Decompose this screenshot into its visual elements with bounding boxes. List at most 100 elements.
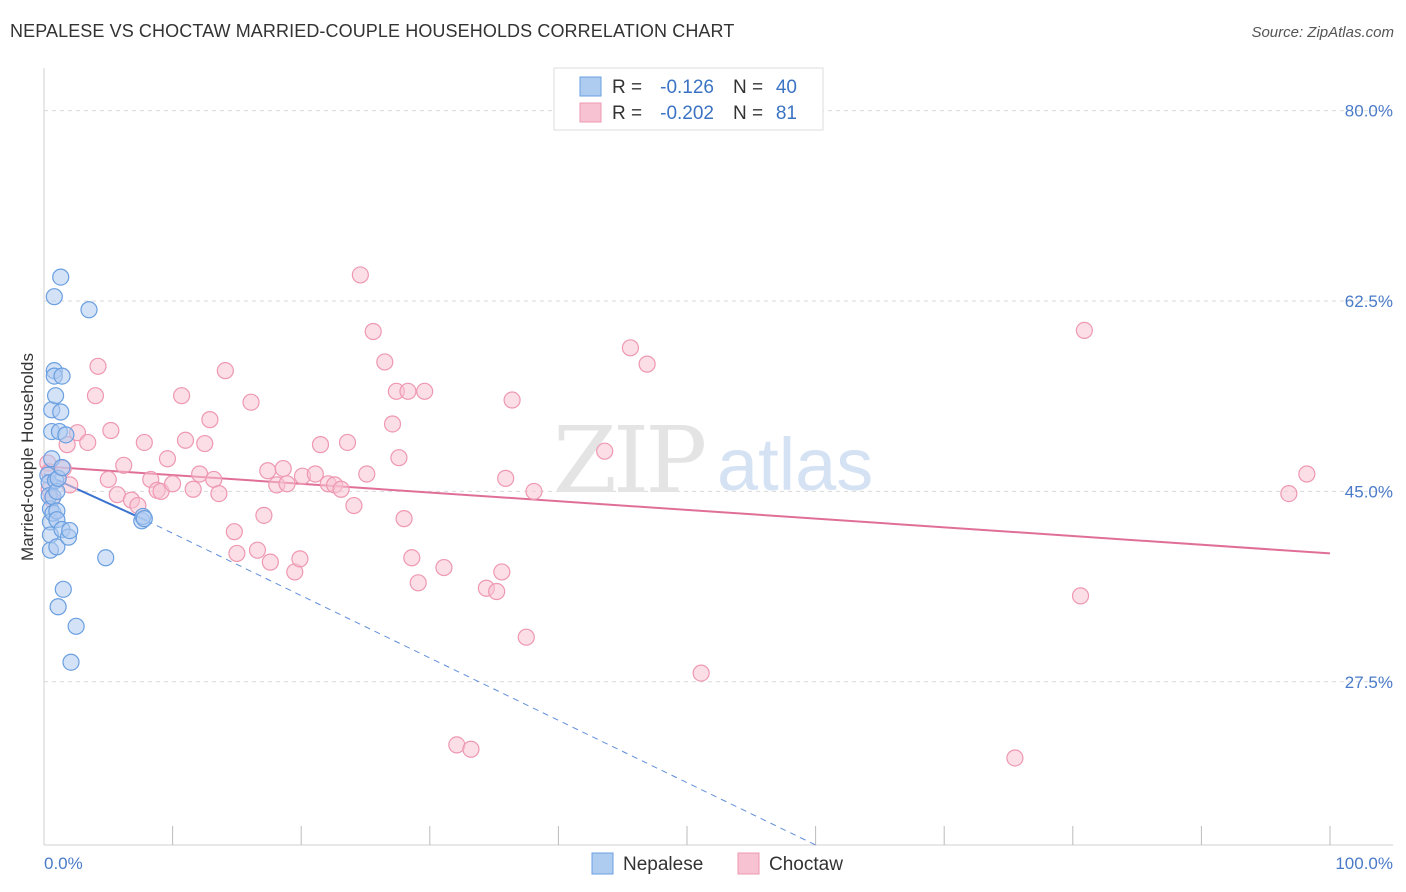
bottom-swatch-nepalese[interactable]: [591, 852, 614, 875]
choctaw-point: [259, 462, 277, 480]
choctaw-point: [102, 421, 120, 440]
nepalese-point: [54, 580, 72, 598]
nepalese-trend-extension: [146, 520, 816, 846]
choctaw-point: [306, 465, 324, 483]
choctaw-point: [79, 433, 97, 452]
choctaw-point: [462, 740, 480, 758]
choctaw-point: [383, 415, 402, 433]
bottom-swatch-choctaw[interactable]: [737, 852, 760, 875]
legend-n-label-nepalese: N =: [733, 77, 763, 98]
watermark: ZIP atlas: [553, 407, 873, 514]
choctaw-point: [86, 387, 105, 405]
choctaw-points: [39, 266, 1316, 767]
choctaw-point: [596, 442, 614, 460]
legend-r-value-nepalese: -0.126: [660, 77, 714, 98]
choctaw-point: [395, 510, 413, 528]
choctaw-point: [435, 558, 453, 577]
legend-r-label-choctaw: R =: [612, 103, 642, 124]
choctaw-point: [201, 411, 219, 429]
choctaw-point: [332, 480, 350, 498]
choctaw-point: [176, 431, 195, 449]
legend-r-label-nepalese: R =: [612, 77, 642, 98]
choctaw-point: [261, 553, 279, 571]
y-tick-label: 45.0%: [1345, 482, 1393, 501]
x-tick-label-min: 0.0%: [44, 854, 83, 873]
choctaw-point: [403, 549, 421, 567]
choctaw-point: [115, 456, 133, 474]
x-tick-label-max: 100.0%: [1335, 854, 1393, 873]
nepalese-point: [97, 549, 115, 567]
watermark-zip: ZIP: [553, 407, 704, 514]
choctaw-point: [364, 322, 382, 341]
choctaw-point: [311, 436, 330, 454]
choctaw-point: [291, 550, 309, 568]
choctaw-point: [493, 563, 511, 581]
choctaw-point: [1071, 587, 1090, 605]
choctaw-point: [278, 475, 296, 493]
choctaw-point: [225, 523, 243, 541]
legend-n-label-choctaw: N =: [733, 103, 763, 124]
choctaw-point: [338, 433, 357, 452]
choctaw-point: [525, 482, 543, 501]
chart-title: NEPALESE VS CHOCTAW MARRIED-COUPLE HOUSE…: [10, 21, 735, 41]
choctaw-point: [158, 450, 177, 468]
nepalese-point: [135, 510, 153, 528]
choctaw-point: [345, 496, 363, 515]
nepalese-point: [48, 538, 66, 556]
choctaw-point: [255, 506, 273, 524]
legend-swatch-choctaw: [579, 102, 602, 123]
choctaw-point: [164, 475, 182, 493]
bottom-legend-choctaw[interactable]: Choctaw: [769, 854, 843, 875]
choctaw-point: [173, 387, 191, 405]
nepalese-point: [46, 387, 65, 405]
y-tick-labels: 27.5% 45.0% 62.5% 80.0%: [1345, 102, 1393, 692]
choctaw-point: [351, 266, 369, 284]
correlation-legend: R = -0.126 N = 40 R = -0.202 N = 81: [553, 67, 824, 131]
choctaw-point: [216, 362, 234, 380]
choctaw-point: [448, 736, 466, 754]
trend-lines: [43, 465, 1331, 846]
y-tick-label: 27.5%: [1345, 673, 1393, 692]
nepalese-points: [39, 268, 153, 671]
choctaw-point: [358, 465, 376, 483]
nepalese-point: [45, 288, 63, 306]
y-tick-label: 80.0%: [1345, 102, 1393, 121]
legend-r-value-choctaw: -0.202: [660, 103, 714, 124]
nepalese-point: [57, 426, 75, 444]
choctaw-point: [274, 459, 292, 478]
nepalese-point: [53, 458, 71, 477]
choctaw-point: [248, 541, 267, 559]
legend-n-value-nepalese: 40: [776, 77, 797, 98]
legend-n-value-choctaw: 81: [776, 103, 797, 124]
choctaw-point: [1006, 749, 1024, 767]
choctaw-point: [692, 664, 710, 682]
nepalese-point: [49, 598, 67, 616]
nepalese-point: [52, 268, 70, 286]
choctaw-point: [99, 470, 117, 489]
x-ticks: [172, 826, 1331, 845]
choctaw-point: [390, 449, 408, 467]
choctaw-point: [196, 434, 214, 453]
nepalese-point: [53, 367, 71, 385]
choctaw-point: [488, 582, 506, 601]
choctaw-point: [89, 357, 107, 375]
legend-swatch-nepalese: [579, 76, 602, 97]
choctaw-point: [184, 480, 202, 498]
choctaw-point: [409, 574, 427, 592]
choctaw-point: [621, 339, 640, 357]
nepalese-point: [62, 653, 80, 671]
choctaw-point: [242, 393, 260, 411]
choctaw-point: [1280, 484, 1298, 503]
choctaw-point: [416, 382, 434, 400]
bottom-legend-nepalese[interactable]: Nepalese: [623, 854, 703, 875]
choctaw-point: [210, 484, 228, 503]
choctaw-point: [376, 353, 394, 371]
choctaw-point: [1075, 321, 1093, 340]
y-tick-label: 62.5%: [1345, 292, 1393, 311]
choctaw-point: [135, 433, 153, 452]
choctaw-point: [503, 391, 521, 409]
choctaw-point: [228, 544, 246, 563]
nepalese-point: [61, 521, 79, 540]
series-legend: Nepalese Choctaw: [591, 852, 843, 875]
